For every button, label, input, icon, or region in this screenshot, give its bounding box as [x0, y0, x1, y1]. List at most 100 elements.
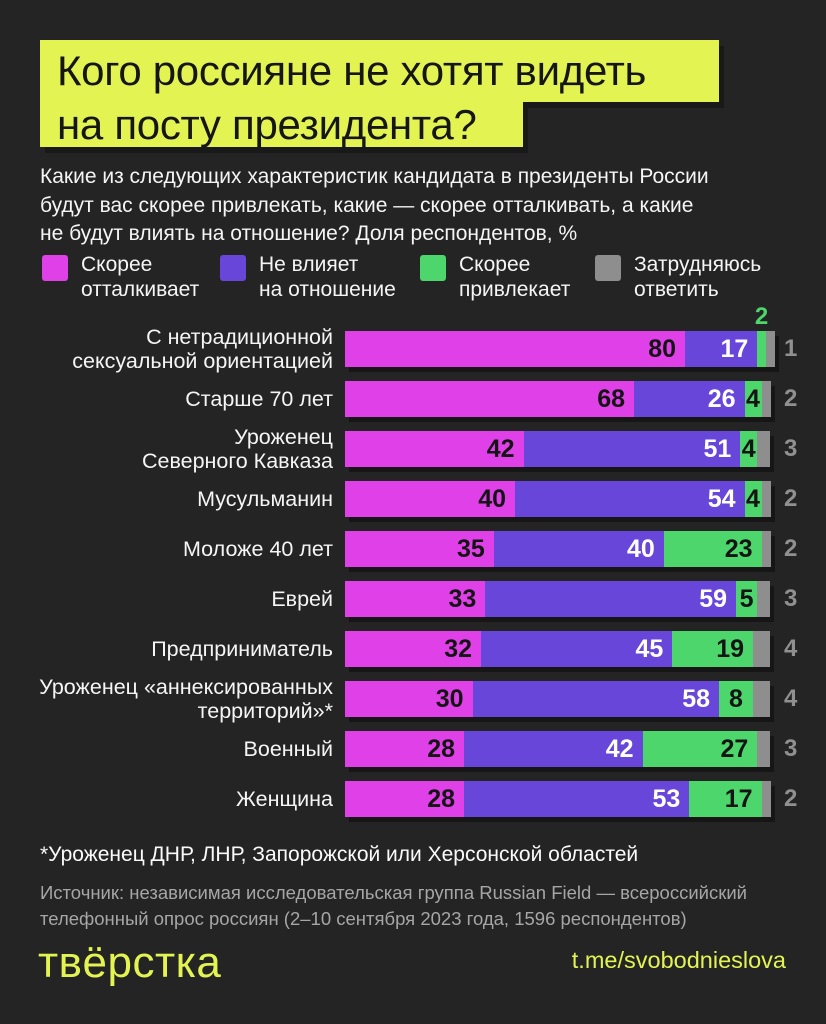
- row-label: Предприниматель: [151, 636, 333, 661]
- legend-swatch-neutral: [220, 255, 246, 281]
- bar-segment: 51: [523, 431, 741, 467]
- stacked-bar: 42 51 4: [345, 431, 770, 467]
- bar-segment: 8: [719, 681, 753, 717]
- bar-segment: [766, 331, 776, 367]
- page-title-line1: Кого россияне не хотят видеть: [40, 40, 719, 102]
- dk-value: 3: [784, 735, 798, 762]
- legend-item-neutral: Не влияет на отношение: [220, 253, 396, 302]
- row-label: Уроженец «аннексированных территорий»*: [39, 674, 333, 724]
- bar-segment: 27: [642, 731, 758, 767]
- bar-segment: 28: [345, 731, 464, 767]
- bar-segment: 40: [345, 481, 515, 517]
- bar-segment: 45: [481, 631, 673, 667]
- bar-segment: 32: [345, 631, 481, 667]
- footnote: *Уроженец ДНР, ЛНР, Запорожской или Херс…: [40, 843, 639, 866]
- legend-label-attract: Скорее привлекает: [459, 253, 571, 301]
- legend-label-dk: Затрудняюсь ответить: [634, 253, 762, 301]
- bar-row: Моложе 40 лет 2 35 40 23: [0, 531, 826, 567]
- bar-row: Женщина 2 28 53 17: [0, 781, 826, 817]
- stacked-bar: 35 40 23: [345, 531, 771, 567]
- bar-segment: 4: [744, 481, 762, 517]
- bar-segment: [761, 481, 771, 517]
- bar-segment: 68: [345, 381, 634, 417]
- bar-segment: 17: [689, 781, 762, 817]
- bar-row: Уроженец Северного Кавказа 3 42 51 4: [0, 424, 826, 474]
- row-label: Старше 70 лет: [185, 386, 333, 411]
- legend-swatch-attract: [420, 255, 446, 281]
- dk-value: 2: [784, 485, 798, 512]
- row-label: Уроженец Северного Кавказа: [141, 424, 333, 474]
- bar-segment: 80: [345, 331, 685, 367]
- bar-segment: 42: [345, 431, 524, 467]
- bar-segment: [761, 531, 771, 567]
- bar-segment: 30: [345, 681, 473, 717]
- bar-segment: 28: [345, 781, 464, 817]
- bar-segment: 58: [472, 681, 719, 717]
- bar-segment: [757, 581, 770, 617]
- stacked-bar: 80 17: [345, 331, 776, 367]
- bar-value-above: 2: [754, 303, 769, 330]
- legend-item-repel: Скорее отталкивает: [42, 253, 199, 302]
- bar-segment: [761, 381, 771, 417]
- legend-item-dk: Затрудняюсь ответить: [595, 253, 761, 302]
- bar-row: Еврей 3 33 59 5: [0, 581, 826, 617]
- dk-value: 2: [784, 385, 798, 412]
- stacked-bar: 30 58 8: [345, 681, 770, 717]
- page-title-line2: на посту президента?: [40, 100, 523, 148]
- bar-segment: [757, 731, 770, 767]
- page-title-text1: Кого россияне не хотят видеть: [57, 47, 647, 94]
- dk-value: 1: [784, 335, 798, 362]
- page-title-text2: на посту президента?: [57, 100, 477, 148]
- stacked-bar: 40 54 4: [345, 481, 771, 517]
- bar-segment: 54: [515, 481, 745, 517]
- verstka-logo[interactable]: твёрстка: [38, 938, 222, 987]
- legend-swatch-repel: [42, 255, 68, 281]
- bar-row: Предприниматель 4 32 45 19: [0, 631, 826, 667]
- stacked-bar: 33 59 5: [345, 581, 770, 617]
- telegram-link[interactable]: t.me/svobodnieslova: [571, 947, 786, 973]
- bar-segment: [753, 681, 770, 717]
- source-note: Источник: независимая исследовательская …: [40, 882, 748, 929]
- bar-segment: [761, 781, 771, 817]
- bar-segment: 59: [485, 581, 736, 617]
- dk-value: 3: [784, 585, 798, 612]
- row-label: Мусульманин: [197, 486, 333, 511]
- dk-value: 2: [784, 535, 798, 562]
- dk-value: 2: [784, 785, 798, 812]
- bar-segment: 42: [464, 731, 643, 767]
- dk-value: 3: [784, 435, 798, 462]
- bar-segment: 35: [345, 531, 494, 567]
- legend-label-repel: Скорее отталкивает: [81, 253, 200, 301]
- row-label: С нетрадиционной сексуальной ориентацией: [72, 324, 333, 374]
- bar-segment: [757, 331, 767, 367]
- legend-item-attract: Скорее привлекает: [420, 253, 570, 302]
- bar-segment: 4: [740, 431, 758, 467]
- bar-segment: 53: [464, 781, 690, 817]
- legend-label-neutral: Не влияет на отношение: [259, 253, 396, 301]
- row-label: Моложе 40 лет: [183, 536, 333, 561]
- row-label: Еврей: [271, 586, 333, 611]
- bar-segment: 19: [672, 631, 753, 667]
- bar-segment: 40: [493, 531, 664, 567]
- stacked-bar-chart: С нетрадиционной сексуальной ориентацией…: [0, 303, 826, 836]
- bar-segment: 33: [345, 581, 486, 617]
- bar-segment: 4: [744, 381, 762, 417]
- stacked-bar: 28 42 27: [345, 731, 770, 767]
- dk-value: 4: [784, 685, 798, 712]
- bar-segment: 17: [685, 331, 758, 367]
- stacked-bar: 28 53 17: [345, 781, 771, 817]
- row-label: Женщина: [236, 786, 333, 811]
- bar-row: С нетрадиционной сексуальной ориентацией…: [0, 303, 826, 374]
- stacked-bar: 32 45 19: [345, 631, 770, 667]
- bar-row: Военный 3 28 42 27: [0, 731, 826, 767]
- bar-segment: 5: [736, 581, 758, 617]
- stacked-bar: 68 26 4: [345, 381, 771, 417]
- legend-swatch-dk: [595, 255, 621, 281]
- dk-value: 4: [784, 635, 798, 662]
- bar-row: Мусульманин 2 40 54 4: [0, 481, 826, 517]
- bar-segment: [757, 431, 770, 467]
- row-label: Военный: [243, 736, 333, 761]
- bar-row: Уроженец «аннексированных территорий»* 4 3…: [0, 674, 826, 724]
- chart-subtitle: Какие из следующих характеристик кандида…: [40, 165, 709, 246]
